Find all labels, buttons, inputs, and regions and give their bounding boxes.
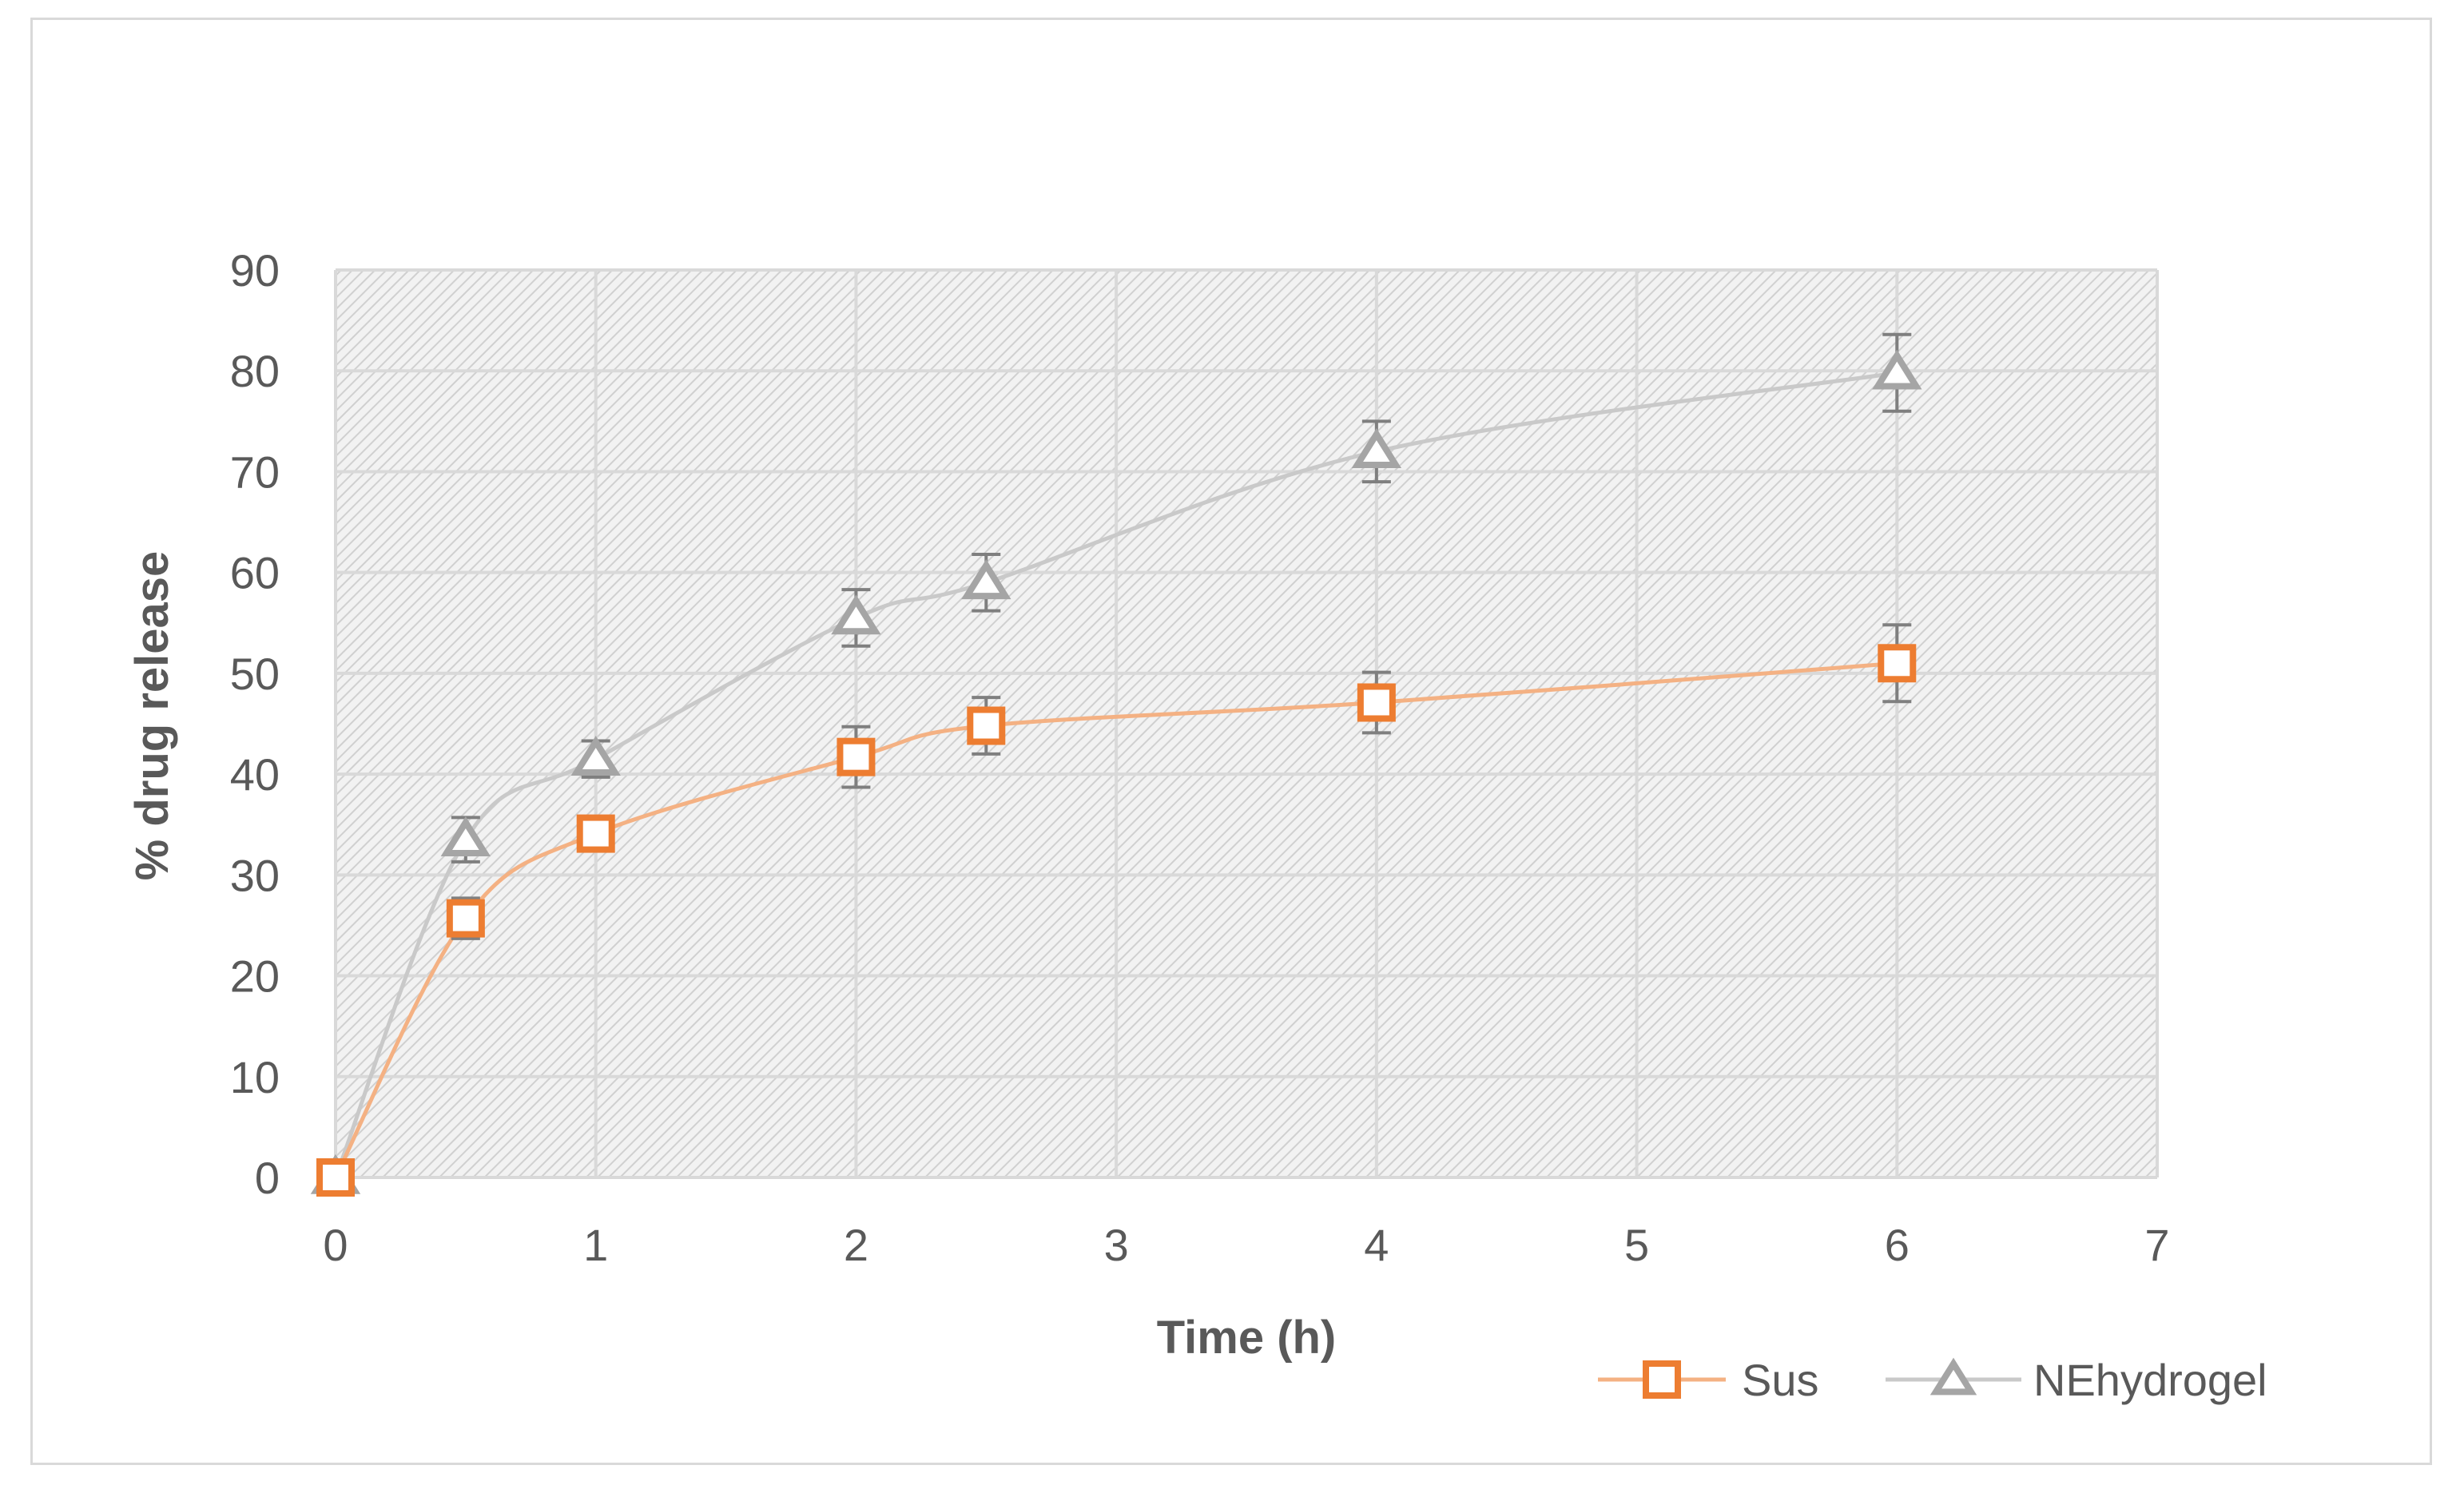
- legend-nehydrogel-label: NEhydrogel: [2033, 1355, 2267, 1405]
- data-point-nehydrogel: [961, 559, 1011, 600]
- data-point-sus: [316, 1158, 355, 1197]
- series-sus: [316, 623, 1917, 1197]
- y-tick-label: 60: [230, 548, 280, 598]
- data-point-nehydrogel: [570, 736, 621, 776]
- legend-item-nehydrogel: NEhydrogel: [1886, 1355, 2267, 1405]
- x-tick-label: 1: [583, 1220, 608, 1270]
- data-point-nehydrogel: [1872, 349, 1922, 390]
- x-tick-label: 6: [1885, 1220, 1910, 1270]
- data-point-sus: [967, 706, 1006, 745]
- legend-sus-marker: [1643, 1360, 1681, 1399]
- y-axis-title: % drug release: [126, 551, 178, 881]
- legend-nehydrogel-marker: [1929, 1357, 1977, 1396]
- x-axis-title: Time (h): [1157, 1312, 1337, 1364]
- x-tick-label: 0: [323, 1220, 348, 1270]
- data-point-sus: [837, 737, 876, 776]
- x-tick-label: 7: [2144, 1220, 2169, 1270]
- grid-lines: [334, 268, 2159, 1179]
- legend-item-sus: Sus: [1598, 1355, 1819, 1405]
- legend-sus-label: Sus: [1742, 1355, 1819, 1405]
- y-tick-label: 80: [230, 346, 280, 396]
- data-point-nehydrogel: [440, 816, 491, 856]
- x-tick-label: 2: [844, 1220, 868, 1270]
- series-layer: [310, 332, 1922, 1197]
- x-axis-ticks: 0 1 2 3 4 5 6 7: [323, 1220, 2169, 1270]
- data-point-sus: [446, 899, 485, 938]
- data-point-sus: [1878, 644, 1917, 683]
- y-tick-label: 30: [230, 850, 280, 900]
- data-point-nehydrogel: [1351, 428, 1402, 468]
- plot-area: [336, 270, 2157, 1177]
- x-tick-label: 3: [1104, 1220, 1129, 1270]
- y-tick-label: 70: [230, 447, 280, 497]
- series-nehydrogel: [310, 332, 1922, 1194]
- y-tick-label: 90: [230, 245, 280, 296]
- data-point-sus: [576, 814, 615, 853]
- y-tick-label: 0: [255, 1153, 280, 1203]
- y-tick-label: 50: [230, 649, 280, 699]
- y-tick-label: 10: [230, 1052, 280, 1102]
- data-point-nehydrogel: [831, 594, 881, 635]
- y-tick-label: 20: [230, 951, 280, 1002]
- data-point-sus: [1357, 683, 1396, 722]
- y-axis-ticks: 0 10 20 30 40 50 60 70 80 90: [230, 245, 280, 1203]
- y-tick-label: 40: [230, 749, 280, 800]
- x-tick-label: 4: [1364, 1220, 1389, 1270]
- x-tick-label: 5: [1624, 1220, 1649, 1270]
- legend: Sus NEhydrogel: [1598, 1355, 2267, 1405]
